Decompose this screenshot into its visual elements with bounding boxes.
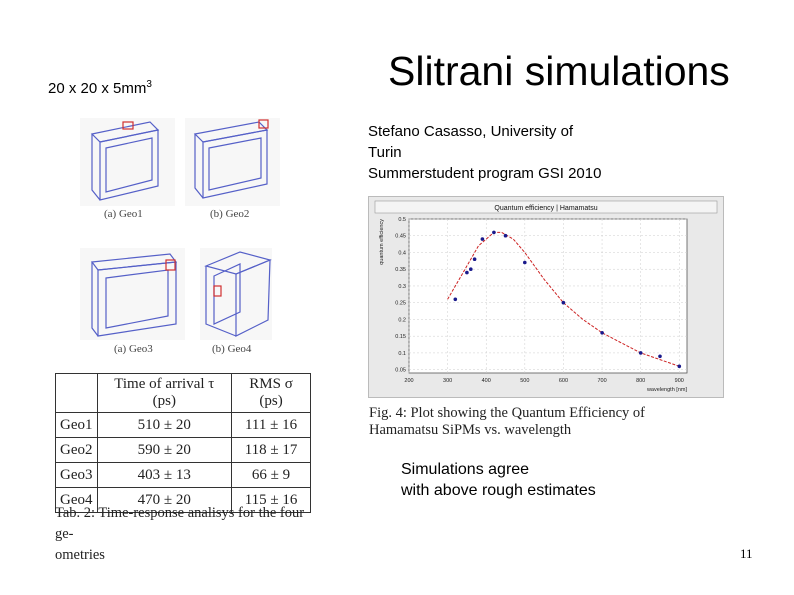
plot-area: [408, 218, 688, 374]
table-header-row: Time of arrival τ (ps) RMS σ (ps): [55, 373, 311, 413]
data-point: [503, 233, 508, 238]
data-point: [523, 260, 527, 265]
table-cell: Geo1: [55, 412, 98, 438]
data-point: [677, 364, 682, 369]
x-tick-label: 300: [443, 378, 452, 384]
sipm-icon: [165, 259, 176, 271]
table-row: Geo4 470 ± 20 115 ± 16: [55, 487, 311, 513]
slide-title: Slitrani simulations: [388, 48, 730, 94]
table-cell: Geo4: [55, 487, 98, 513]
data-point: [453, 297, 458, 302]
data-point: [492, 230, 496, 235]
table-cell: 403 ± 13: [96, 462, 233, 488]
table-cell: 115 ± 16: [231, 487, 311, 513]
table-header-cell: [55, 373, 98, 413]
data-point: [658, 354, 662, 359]
table-caption: Tab. 2: Time-response analisys for the f…: [55, 503, 315, 566]
geo1-panel: [80, 118, 175, 206]
data-point: [480, 237, 485, 241]
geo3-panel: [80, 248, 185, 340]
data-point: [600, 331, 604, 335]
table-row: Geo3 403 ± 13 66 ± 9: [55, 462, 311, 488]
y-tick-label: 0.05: [395, 368, 406, 374]
geo2-panel: [185, 118, 280, 206]
table-caption-line: ometries: [55, 547, 105, 563]
chart-title: Quantum efficiency | Hamamatsu: [494, 205, 597, 212]
geo1-caption: (a) Geo1: [104, 208, 143, 220]
conclusion-text: Simulations agree with above rough estim…: [401, 459, 596, 501]
table-cell: 470 ± 20: [96, 487, 233, 513]
figure-caption: Fig. 4: Plot showing the Quantum Efficie…: [369, 405, 645, 439]
geo2-box-drawing: [193, 119, 269, 199]
x-tick-label: 700: [597, 378, 606, 384]
sipm-icon: [258, 119, 269, 129]
timing-table: Time of arrival τ (ps) RMS σ (ps) Geo1 5…: [55, 373, 311, 513]
x-tick-label: 500: [520, 378, 529, 384]
geo3-box-drawing: [90, 253, 178, 337]
x-tick-label: 400: [482, 378, 491, 384]
figure-caption-line: Fig. 4: Plot showing the Quantum Efficie…: [369, 405, 646, 421]
table-cell: 510 ± 20: [96, 412, 233, 438]
table-caption-line: Tab. 2: Time-response analisys for the f…: [55, 505, 305, 542]
x-tick-label: 600: [559, 378, 568, 384]
geo3-caption: (a) Geo3: [114, 343, 153, 355]
table-row: Geo1 510 ± 20 111 ± 16: [55, 412, 311, 438]
chart-title-bar: [374, 200, 718, 214]
author-line: Stefano Casasso, University of: [368, 123, 574, 140]
author-block: Stefano Casasso, University of Turin Sum…: [368, 121, 601, 184]
timing-table-container: Time of arrival τ (ps) RMS σ (ps) Geo1 5…: [55, 373, 311, 513]
x-axis-label: wavelength [nm]: [646, 387, 688, 393]
sipm-icon: [122, 121, 134, 130]
y-tick-label: 0.3: [398, 284, 406, 290]
table-cell: Geo3: [55, 462, 98, 488]
x-tick-label: 200: [404, 378, 413, 384]
data-point: [469, 267, 473, 271]
data-point: [472, 257, 477, 261]
author-line: Summerstudent program GSI 2010: [368, 165, 602, 182]
table-cell: 66 ± 9: [231, 462, 311, 488]
y-tick-label: 0.15: [395, 334, 406, 340]
y-tick-label: 0.2: [398, 317, 406, 323]
geo4-caption: (b) Geo4: [212, 343, 252, 355]
quantum-efficiency-chart: Quantum efficiency | Hamamatsu 200 300 400 5…: [374, 200, 718, 393]
figure-caption-line: Hamamatsu SiPMs vs. wavelength: [369, 422, 572, 438]
table-cell: 111 ± 16: [231, 412, 311, 438]
conclusion-line: with above rough estimates: [401, 482, 596, 499]
dimensions-text: 20 x 20 x 5mm: [48, 80, 147, 97]
data-point: [561, 300, 566, 305]
y-axis-label: quantum efficiency: [379, 219, 385, 265]
sipm-icon: [213, 285, 222, 297]
crystal-dimensions: 20 x 20 x 5mm3: [48, 79, 152, 97]
y-tick-label: 0.45: [395, 234, 406, 240]
quantum-efficiency-figure: Quantum efficiency | Hamamatsu 200 300 400 5…: [368, 196, 724, 398]
y-tick-label: 0.5: [398, 217, 406, 223]
dimensions-exponent: 3: [146, 79, 152, 90]
page-number: 11: [740, 546, 753, 561]
table-row: Geo2 590 ± 20 118 ± 17: [55, 437, 311, 463]
data-point: [465, 270, 469, 275]
table-cell: Geo2: [55, 437, 98, 463]
x-tick-label: 900: [675, 378, 684, 384]
y-tick-label: 0.35: [395, 267, 406, 273]
conclusion-line: Simulations agree: [401, 461, 530, 478]
x-tick-label: 800: [636, 378, 645, 384]
geo2-caption: (b) Geo2: [210, 208, 250, 220]
y-tick-label: 0.4: [398, 250, 406, 256]
fit-curve: [447, 231, 680, 367]
author-line: Turin: [368, 144, 402, 161]
y-tick-label: 0.25: [395, 301, 406, 307]
table-header-cell: RMS σ (ps): [231, 373, 311, 413]
y-tick-label: 0.1: [398, 351, 406, 357]
table-header-cell: Time of arrival τ (ps): [96, 373, 233, 413]
geo4-panel: [200, 248, 272, 340]
table-cell: 590 ± 20: [96, 437, 233, 463]
table-cell: 118 ± 17: [231, 437, 311, 463]
geo1-box-drawing: [90, 121, 160, 201]
geo4-box-drawing: [204, 251, 272, 337]
data-point: [638, 351, 643, 355]
